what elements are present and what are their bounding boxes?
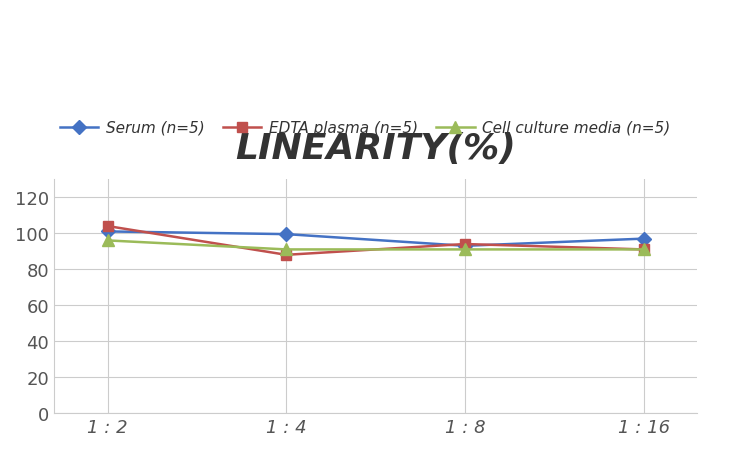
Cell culture media (n=5) xyxy=(103,238,112,244)
Serum (n=5) xyxy=(103,229,112,235)
Serum (n=5) xyxy=(282,232,291,237)
Serum (n=5) xyxy=(639,236,648,242)
Cell culture media (n=5) xyxy=(460,247,469,253)
Legend: Serum (n=5), EDTA plasma (n=5), Cell culture media (n=5): Serum (n=5), EDTA plasma (n=5), Cell cul… xyxy=(54,115,677,142)
Cell culture media (n=5) xyxy=(282,247,291,253)
Serum (n=5) xyxy=(460,244,469,249)
EDTA plasma (n=5) xyxy=(639,247,648,253)
Line: EDTA plasma (n=5): EDTA plasma (n=5) xyxy=(103,222,648,260)
Line: Cell culture media (n=5): Cell culture media (n=5) xyxy=(102,235,649,255)
Title: LINEARITY(%): LINEARITY(%) xyxy=(235,132,516,166)
EDTA plasma (n=5) xyxy=(282,253,291,258)
EDTA plasma (n=5) xyxy=(460,242,469,247)
Line: Serum (n=5): Serum (n=5) xyxy=(103,227,648,251)
EDTA plasma (n=5) xyxy=(103,224,112,229)
Cell culture media (n=5) xyxy=(639,247,648,253)
